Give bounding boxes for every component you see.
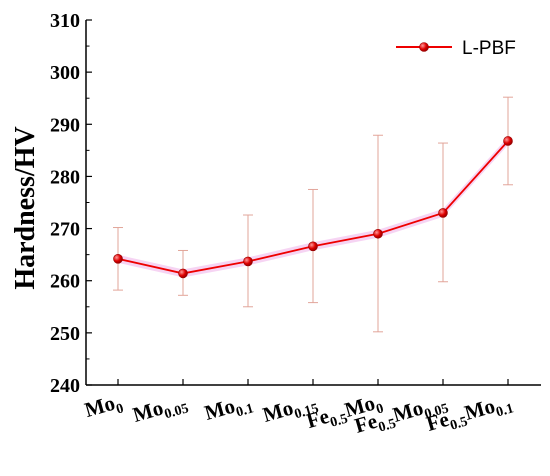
x-tick-label-subscript: 0 [115, 401, 126, 417]
x-tick-labels: Mo0 Mo0.05 Mo0.1 Mo0.15Fe0.5Mo0Fe0.5Mo0.05F… [82, 389, 516, 440]
y-tick-labels: 240 250 260 270 280 290 300 310 [50, 10, 80, 397]
data-point [438, 208, 448, 218]
data-point [113, 254, 123, 264]
legend: L-PBF [396, 38, 516, 59]
x-tick-label-subscript: 0.1 [235, 401, 256, 420]
x-tick-label: Fe0.5Mo0.1 [424, 389, 516, 440]
x-tick-label: Mo0 [82, 389, 126, 426]
data-point [243, 256, 253, 267]
x-tick-label-base: Mo [260, 395, 296, 426]
y-axis-title: Hardness/HV [10, 126, 41, 289]
x-tick-label-base: Mo [390, 395, 426, 426]
x-tick-label-base: Mo [462, 394, 498, 425]
x-tick-label-subscript: 0.1 [495, 401, 516, 420]
x-tick-label: Mo0.05 [130, 389, 190, 431]
data-point [308, 241, 318, 252]
x-tick-label-subscript: 0.5 [329, 412, 350, 431]
y-tick-label: 310 [50, 10, 80, 32]
axes [85, 19, 541, 386]
x-tick-label-subscript: 0.15 [293, 401, 321, 422]
data-point [373, 228, 383, 239]
x-tick-label-subscript: 0.05 [423, 401, 451, 422]
x-tick-label-subscript: 0.05 [163, 401, 191, 422]
x-tick-label-base: Fe [304, 404, 332, 433]
x-tick-label-base: Mo [82, 391, 118, 422]
data-point [503, 136, 513, 146]
y-tick-label: 240 [50, 375, 80, 397]
y-tick-label: 290 [50, 114, 80, 136]
y-tick-label: 250 [50, 323, 80, 345]
data-markers [113, 136, 513, 279]
x-tick-label: Mo0.1 [202, 389, 256, 429]
x-tick-label-subscript: 0.5 [377, 416, 398, 435]
x-tick-label-base: Mo [130, 395, 166, 426]
y-tick-label: 260 [50, 271, 80, 293]
x-tick-label-base: Mo [202, 394, 238, 425]
y-tick-label: 300 [50, 62, 80, 84]
data-point [178, 268, 188, 279]
legend-label: L-PBF [462, 38, 516, 59]
legend-marker-swatch [419, 42, 429, 52]
x-tick-label-subscript: 0.5 [449, 414, 470, 433]
y-tick-label: 270 [50, 219, 80, 241]
error-bars [113, 96, 513, 333]
y-tick-label: 280 [50, 166, 80, 188]
x-tick-label-subscript: 0 [375, 401, 386, 417]
